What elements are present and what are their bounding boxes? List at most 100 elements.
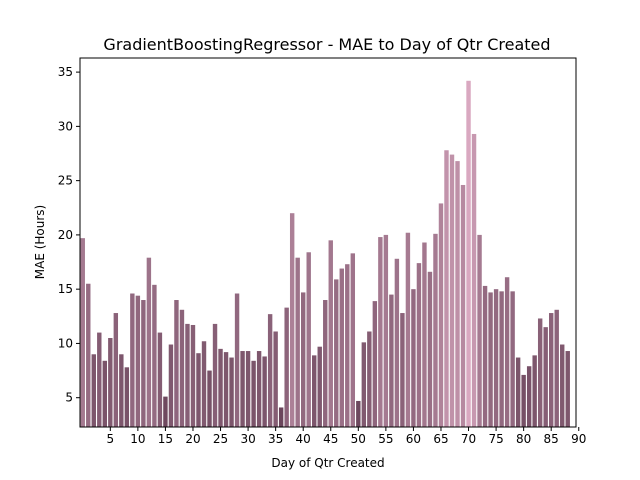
x-tick-label: 30 (240, 432, 255, 446)
bar-day-27 (224, 352, 228, 427)
bars-group (81, 81, 570, 427)
x-tick-label: 5 (106, 432, 114, 446)
bar-day-39 (290, 213, 294, 427)
y-tick-label: 15 (58, 282, 73, 296)
bar-day-23 (202, 341, 206, 427)
bar-day-2 (86, 284, 90, 427)
bar-day-30 (240, 351, 244, 427)
y-tick-label: 10 (58, 336, 73, 350)
bar-day-87 (555, 310, 559, 427)
bar-day-58 (395, 259, 399, 427)
bar-day-32 (251, 361, 255, 427)
bar-day-18 (174, 300, 178, 427)
bar-day-71 (466, 81, 470, 427)
bar-day-51 (356, 401, 360, 427)
bar-day-19 (180, 310, 184, 427)
bar-day-78 (505, 277, 509, 427)
bar-day-37 (279, 407, 283, 427)
x-tick-label: 65 (433, 432, 448, 446)
x-tick-label: 20 (185, 432, 200, 446)
bar-day-15 (158, 333, 162, 427)
x-tick-label: 45 (323, 432, 338, 446)
bar-day-46 (329, 240, 333, 427)
bar-day-59 (400, 313, 404, 427)
bar-day-61 (411, 289, 415, 427)
y-axis-ticks: 5 10 15 20 25 30 35 (58, 65, 80, 405)
bar-day-81 (521, 375, 525, 427)
bar-day-7 (114, 313, 118, 427)
x-axis-label: Day of Qtr Created (271, 456, 384, 470)
bar-day-36 (273, 331, 277, 427)
bar-day-64 (428, 272, 432, 427)
bar-day-5 (103, 361, 107, 427)
bar-day-25 (213, 324, 217, 427)
bar-day-28 (229, 358, 233, 427)
bar-day-21 (191, 325, 195, 427)
bar-day-63 (422, 243, 426, 428)
bar-day-85 (543, 327, 547, 427)
bar-day-41 (301, 292, 305, 427)
bar-day-62 (417, 263, 421, 427)
bar-day-55 (378, 237, 382, 427)
x-axis-ticks: 5 10 15 20 25 30 35 40 45 50 55 60 65 70 75 80 85 90 (106, 427, 586, 446)
x-tick-label: 85 (544, 432, 559, 446)
bar-day-43 (312, 355, 316, 427)
bar-day-38 (284, 308, 288, 427)
bar-day-35 (268, 314, 272, 427)
bar-day-50 (351, 253, 355, 427)
x-tick-label: 40 (296, 432, 311, 446)
bar-day-75 (488, 292, 492, 427)
bar-day-26 (218, 349, 222, 427)
bar-day-52 (362, 342, 366, 427)
bar-day-89 (566, 351, 570, 427)
bar-day-80 (516, 358, 520, 427)
x-tick-label: 60 (406, 432, 421, 446)
bar-day-88 (560, 345, 564, 427)
bar-day-82 (527, 366, 531, 427)
bar-day-86 (549, 313, 553, 427)
bar-day-77 (499, 291, 503, 427)
bar-day-70 (461, 185, 465, 427)
bar-day-34 (262, 356, 266, 427)
bar-day-10 (130, 294, 134, 427)
bar-day-84 (538, 318, 542, 427)
y-axis-label: MAE (Hours) (33, 205, 47, 279)
bar-day-47 (334, 279, 338, 427)
bar-day-42 (307, 252, 311, 427)
bar-day-29 (235, 294, 239, 427)
bar-day-44 (318, 347, 322, 427)
bar-day-65 (433, 234, 437, 427)
bar-day-11 (136, 296, 140, 427)
bar-day-67 (444, 150, 448, 427)
x-tick-label: 15 (158, 432, 173, 446)
chart-title: GradientBoostingRegressor - MAE to Day o… (103, 35, 550, 54)
bar-day-16 (163, 397, 167, 427)
bar-day-4 (97, 333, 101, 427)
x-tick-label: 10 (130, 432, 145, 446)
bar-day-66 (439, 203, 443, 427)
bar-day-17 (169, 345, 173, 427)
x-tick-label: 35 (268, 432, 283, 446)
bar-day-49 (345, 264, 349, 427)
bar-day-69 (455, 161, 459, 427)
y-tick-label: 25 (58, 174, 73, 188)
x-tick-label: 90 (571, 432, 586, 446)
bar-day-33 (257, 351, 261, 427)
bar-day-76 (494, 289, 498, 427)
bar-day-83 (532, 355, 536, 427)
x-tick-label: 80 (516, 432, 531, 446)
bar-day-54 (373, 301, 377, 427)
bar-day-73 (477, 235, 481, 427)
bar-day-31 (246, 351, 250, 427)
bar-day-22 (196, 353, 200, 427)
bar-day-13 (147, 258, 151, 427)
x-tick-label: 55 (378, 432, 393, 446)
bar-day-14 (152, 285, 156, 427)
bar-day-1 (81, 238, 85, 427)
x-tick-label: 75 (488, 432, 503, 446)
bar-day-45 (323, 300, 327, 427)
bar-day-48 (340, 269, 344, 427)
bar-day-60 (406, 233, 410, 427)
bar-day-24 (207, 371, 211, 427)
